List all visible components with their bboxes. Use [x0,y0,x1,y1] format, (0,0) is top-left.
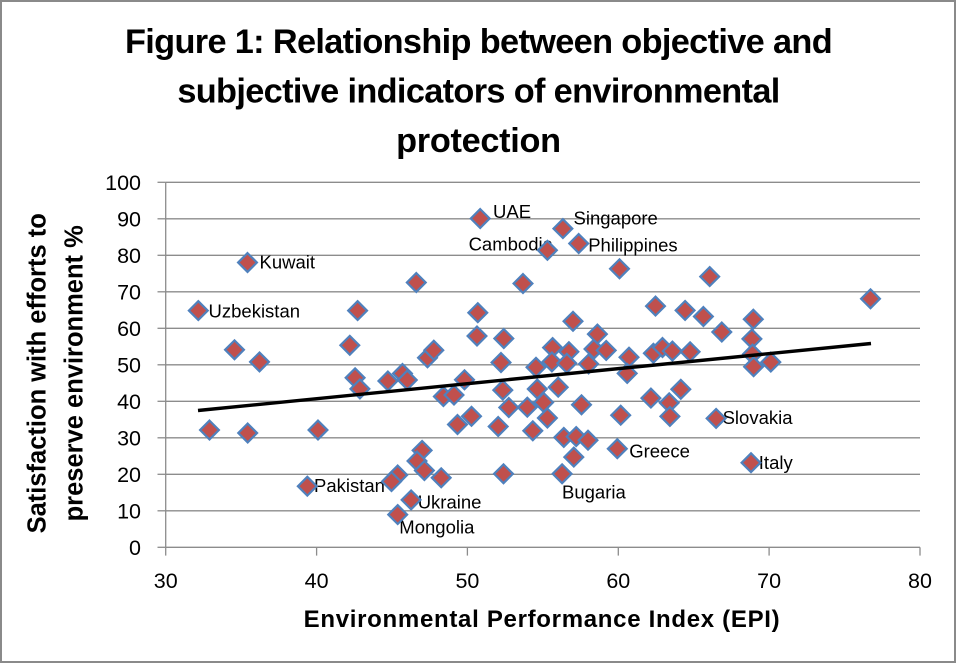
svg-text:40: 40 [305,569,329,593]
svg-text:Uzbekistan: Uzbekistan [209,301,301,322]
svg-text:Singapore: Singapore [574,208,658,229]
svg-text:50: 50 [117,354,141,378]
svg-text:40: 40 [117,390,141,414]
svg-text:Ukraine: Ukraine [418,492,482,513]
svg-text:0: 0 [129,536,141,560]
svg-text:30: 30 [154,569,178,593]
svg-text:80: 80 [117,244,141,268]
svg-text:90: 90 [117,208,141,232]
svg-text:70: 70 [117,281,141,305]
svg-text:80: 80 [908,569,932,593]
svg-text:Slovakia: Slovakia [723,407,794,428]
svg-text:Cambodia: Cambodia [469,234,554,255]
svg-text:Italy: Italy [759,452,794,473]
svg-text:Pakistan: Pakistan [314,475,385,496]
svg-text:preserve environment %: preserve environment % [60,225,88,521]
svg-text:Figure 1: Relationship between: Figure 1: Relationship between objective… [125,23,832,61]
svg-text:Philippines: Philippines [588,235,677,256]
svg-text:Mongolia: Mongolia [399,517,475,538]
svg-text:60: 60 [117,317,141,341]
svg-text:Bugaria: Bugaria [562,482,626,503]
svg-text:50: 50 [455,569,479,593]
svg-text:UAE: UAE [493,201,531,222]
svg-text:30: 30 [117,427,141,451]
svg-text:20: 20 [117,463,141,487]
svg-text:10: 10 [117,500,141,524]
svg-text:Environmental Performance Inde: Environmental Performance Index (EPI) [304,606,781,633]
svg-text:70: 70 [757,569,781,593]
svg-text:Kuwait: Kuwait [260,252,316,273]
svg-text:protection: protection [396,122,561,160]
svg-text:100: 100 [105,171,141,195]
svg-text:60: 60 [606,569,630,593]
svg-text:subjective indicators of envir: subjective indicators of environmental [177,73,779,111]
svg-text:Satisfaction with efforts to: Satisfaction with efforts to [24,213,52,533]
svg-text:Greece: Greece [629,441,690,462]
